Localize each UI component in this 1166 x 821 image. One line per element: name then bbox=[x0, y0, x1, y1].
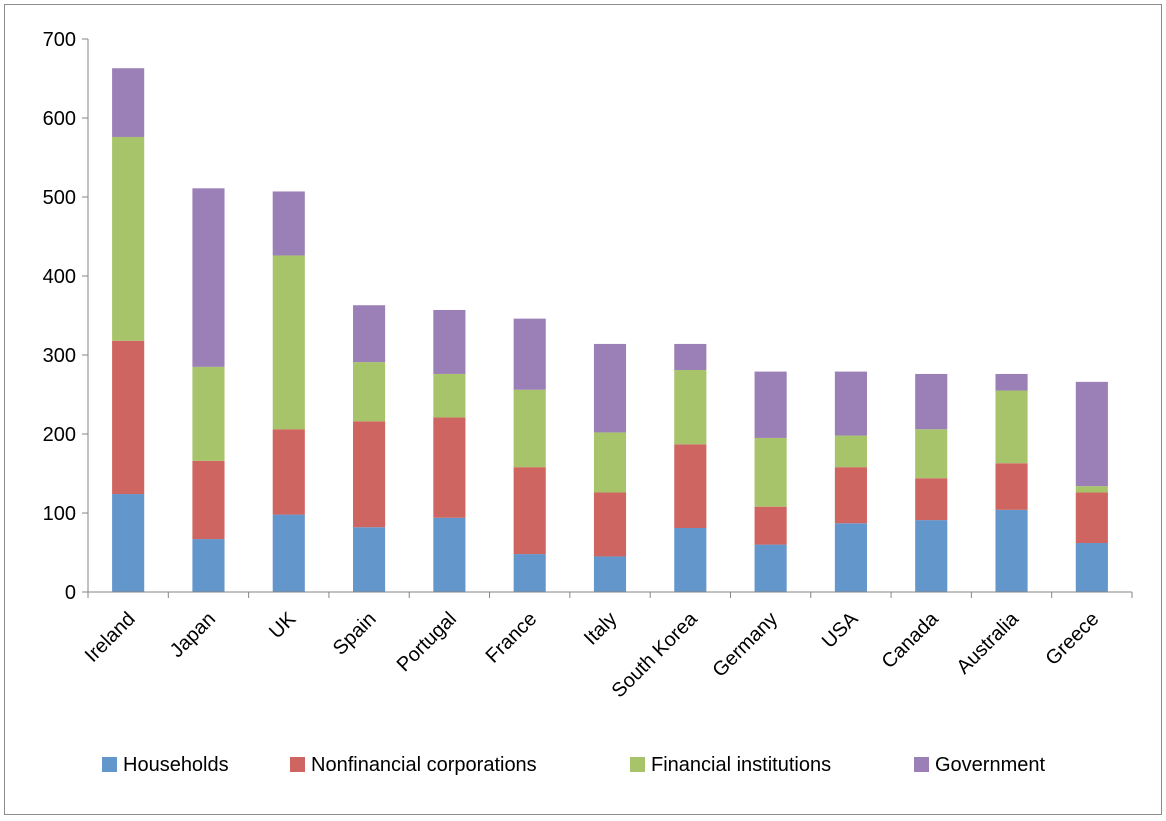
x-tick-label: Japan bbox=[166, 608, 220, 662]
y-tick-label: 600 bbox=[43, 108, 76, 130]
y-tick-label: 500 bbox=[43, 187, 76, 209]
bar-households-canada bbox=[915, 520, 948, 592]
legend-swatch bbox=[914, 757, 929, 772]
bar-financial-institutions-ireland bbox=[112, 136, 145, 341]
bar-households-ireland bbox=[112, 494, 145, 592]
bar-financial-institutions-germany bbox=[754, 437, 787, 507]
bar-financial-institutions-france bbox=[513, 389, 546, 468]
legend: Households Nonfinancial corporations Finan… bbox=[102, 754, 1045, 776]
bar-government-south-korea bbox=[674, 343, 707, 371]
chart-frame: 0 100 200 300 400 500 600 700 Ireland Japan UK Spa… bbox=[4, 4, 1162, 815]
bar-financial-institutions-south-korea bbox=[674, 370, 707, 445]
y-axis: 0 100 200 300 400 500 600 700 bbox=[43, 29, 89, 604]
bar-households-portugal bbox=[433, 517, 466, 592]
y-tick-label: 100 bbox=[43, 503, 76, 525]
x-tick-label: UK bbox=[265, 608, 301, 644]
bar-nonfinancial-corporations-greece bbox=[1075, 492, 1108, 544]
x-tick-label: Italy bbox=[580, 608, 621, 649]
y-tick-label: 0 bbox=[65, 582, 76, 604]
x-tick-label: Portugal bbox=[393, 608, 461, 676]
bar-nonfinancial-corporations-italy bbox=[593, 492, 627, 557]
bar-government-usa bbox=[834, 371, 867, 436]
bar-nonfinancial-corporations-uk bbox=[272, 429, 305, 515]
y-tick-label: 300 bbox=[43, 345, 76, 367]
legend-label: Government bbox=[935, 754, 1045, 776]
bar-financial-institutions-italy bbox=[593, 432, 627, 493]
bar-financial-institutions-uk bbox=[272, 255, 305, 430]
legend-swatch bbox=[630, 757, 645, 772]
bar-nonfinancial-corporations-south-korea bbox=[674, 444, 707, 529]
bar-government-canada bbox=[915, 373, 948, 430]
bar-households-italy bbox=[593, 556, 627, 592]
bar-households-australia bbox=[995, 509, 1028, 592]
bar-financial-institutions-portugal bbox=[433, 373, 466, 418]
bar-government-ireland bbox=[112, 68, 145, 137]
bar-government-italy bbox=[593, 343, 627, 433]
bar-households-france bbox=[513, 554, 546, 592]
bar-nonfinancial-corporations-spain bbox=[353, 421, 386, 528]
x-tick-label: USA bbox=[818, 608, 863, 653]
bar-nonfinancial-corporations-ireland bbox=[112, 340, 145, 495]
bar-nonfinancial-corporations-canada bbox=[915, 478, 948, 521]
y-tick-label: 700 bbox=[43, 29, 76, 51]
bar-financial-institutions-canada bbox=[915, 429, 948, 479]
x-tick-label: Canada bbox=[878, 607, 944, 673]
stacked-bar-chart: 0 100 200 300 400 500 600 700 Ireland Japan UK Spa… bbox=[43, 29, 1133, 776]
bar-nonfinancial-corporations-australia bbox=[995, 463, 1028, 510]
bar-households-greece bbox=[1075, 543, 1108, 592]
x-tick-label: Germany bbox=[708, 608, 782, 682]
bar-households-uk bbox=[272, 514, 305, 592]
bar-households-usa bbox=[834, 523, 867, 592]
bar-government-uk bbox=[272, 191, 305, 256]
bars bbox=[112, 68, 1108, 592]
x-tick-label: Ireland bbox=[81, 608, 140, 667]
x-tick-label: France bbox=[482, 608, 542, 668]
legend-label: Households bbox=[123, 754, 229, 776]
legend-swatch bbox=[102, 757, 117, 772]
bar-financial-institutions-spain bbox=[353, 362, 386, 422]
x-tick-label: Australia bbox=[952, 607, 1023, 678]
x-tick-label: Spain bbox=[329, 608, 381, 660]
y-tick-label: 200 bbox=[43, 424, 76, 446]
bar-nonfinancial-corporations-france bbox=[513, 467, 546, 555]
x-tick-label: South Korea bbox=[608, 607, 703, 702]
bar-nonfinancial-corporations-portugal bbox=[433, 417, 466, 518]
bar-households-south-korea bbox=[674, 528, 707, 592]
bar-government-france bbox=[513, 318, 546, 390]
bar-government-portugal bbox=[433, 309, 466, 374]
bar-financial-institutions-usa bbox=[834, 435, 867, 468]
bar-government-japan bbox=[192, 188, 225, 367]
legend-label: Financial institutions bbox=[651, 754, 831, 776]
y-tick-label: 400 bbox=[43, 266, 76, 288]
legend-swatch bbox=[290, 757, 305, 772]
bar-households-spain bbox=[353, 527, 386, 592]
bar-financial-institutions-greece bbox=[1075, 486, 1108, 493]
bar-households-germany bbox=[754, 544, 787, 592]
bar-government-australia bbox=[995, 373, 1028, 391]
bar-nonfinancial-corporations-germany bbox=[754, 506, 787, 545]
bar-government-spain bbox=[353, 305, 386, 363]
bar-nonfinancial-corporations-usa bbox=[834, 467, 867, 524]
bar-households-japan bbox=[192, 539, 225, 592]
bar-nonfinancial-corporations-japan bbox=[192, 460, 225, 540]
bar-financial-institutions-australia bbox=[995, 390, 1028, 464]
bar-financial-institutions-japan bbox=[192, 366, 225, 461]
x-tick-label: Greece bbox=[1041, 608, 1103, 670]
legend-label: Nonfinancial corporations bbox=[311, 754, 537, 776]
bar-government-germany bbox=[754, 371, 787, 438]
x-axis: Ireland Japan UK Spain Portugal France ItalySo… bbox=[81, 591, 1133, 702]
bar-government-greece bbox=[1075, 381, 1108, 487]
